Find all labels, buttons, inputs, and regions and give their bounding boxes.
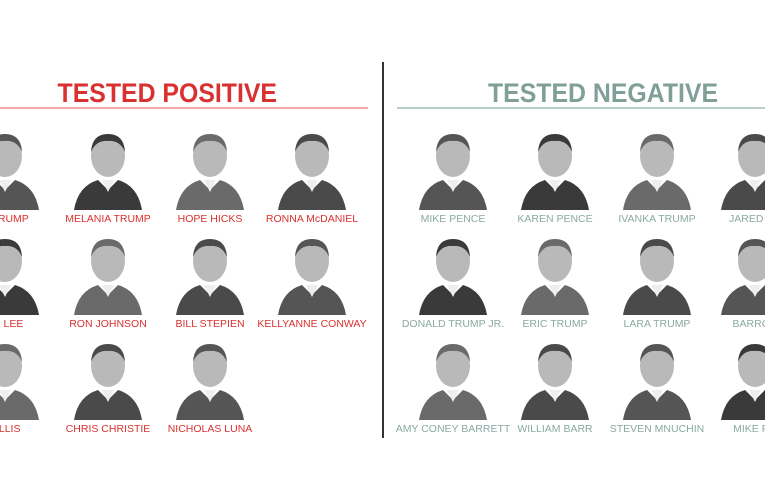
negative-person: IVANKA TRUMP [607, 130, 707, 234]
negative-person: BARRON [705, 235, 765, 339]
negative-person: DONALD TRUMP JR. [402, 235, 504, 339]
portrait-photo [176, 239, 244, 315]
portrait-photo [721, 344, 765, 420]
person-name: BILL STEPIEN [175, 318, 245, 330]
portrait-photo [74, 344, 142, 420]
person-name: MELANIA TRUMP [65, 213, 151, 225]
person-name: BARRON [732, 318, 765, 330]
portrait-photo [0, 344, 39, 420]
portrait-photo [521, 134, 589, 210]
negative-person: WILLIAM BARR [505, 340, 605, 444]
portrait-photo [278, 239, 346, 315]
person-name: MIKE PENCE [420, 213, 486, 225]
portrait-photo [74, 239, 142, 315]
positive-person: NICHOLAS LUNA [160, 340, 260, 444]
person-name: CHRIS CHRISTIE [65, 423, 151, 435]
positive-person: D TRUMP [0, 130, 55, 234]
person-name: ERIC TRUMP [522, 318, 588, 330]
person-name: KAREN PENCE [517, 213, 593, 225]
portrait-photo [721, 134, 765, 210]
person-name: D TRUMP [0, 213, 29, 225]
person-name: RON JOHNSON [69, 318, 147, 330]
negative-person: JARED KU [705, 130, 765, 234]
negative-underline [397, 107, 765, 109]
portrait-photo [521, 344, 589, 420]
person-name: KE LEE [0, 318, 24, 330]
tested-positive-heading: TESTED POSITIVE [57, 78, 278, 108]
positive-person: HOPE HICKS [160, 130, 260, 234]
person-name: JARED KU [729, 213, 765, 225]
positive-person: KE LEE [0, 235, 55, 339]
portrait-photo [419, 134, 487, 210]
negative-person: AMY CONEY BARRETT [396, 340, 510, 444]
person-name: NICHOLAS LUNA [167, 423, 253, 435]
negative-person: STEVEN MNUCHIN [607, 340, 707, 444]
person-name: RONNA McDANIEL [265, 213, 359, 225]
positive-person: RONNA McDANIEL [262, 130, 362, 234]
portrait-photo [623, 134, 691, 210]
person-name: STEVEN MNUCHIN [609, 423, 705, 435]
negative-person: ERIC TRUMP [505, 235, 605, 339]
person-name: KELLYANNE CONWAY [257, 318, 367, 330]
positive-person: TILLIS [0, 340, 55, 444]
tested-negative-heading: TESTED NEGATIVE [488, 78, 719, 108]
portrait-photo [623, 344, 691, 420]
negative-person: LARA TRUMP [607, 235, 707, 339]
positive-person: KELLYANNE CONWAY [257, 235, 367, 339]
person-name: HOPE HICKS [177, 213, 243, 225]
negative-person: MIKE PENCE [403, 130, 503, 234]
column-divider [382, 62, 384, 438]
portrait-photo [419, 239, 487, 315]
portrait-photo [521, 239, 589, 315]
person-name: TILLIS [0, 423, 21, 435]
positive-underline [0, 107, 368, 109]
person-name: DONALD TRUMP JR. [401, 318, 505, 330]
portrait-photo [176, 344, 244, 420]
portrait-photo [74, 134, 142, 210]
portrait-photo [721, 239, 765, 315]
portrait-photo [176, 134, 244, 210]
person-name: IVANKA TRUMP [618, 213, 696, 225]
person-name: WILLIAM BARR [517, 423, 593, 435]
portrait-photo [278, 134, 346, 210]
portrait-photo [419, 344, 487, 420]
portrait-photo [623, 239, 691, 315]
person-name: LARA TRUMP [623, 318, 691, 330]
portrait-photo [0, 239, 39, 315]
positive-person: CHRIS CHRISTIE [58, 340, 158, 444]
person-name: AMY CONEY BARRETT [395, 423, 511, 435]
positive-person: RON JOHNSON [58, 235, 158, 339]
negative-person: MIKE PO [705, 340, 765, 444]
positive-person: MELANIA TRUMP [58, 130, 158, 234]
negative-person: KAREN PENCE [505, 130, 605, 234]
person-name: MIKE PO [733, 423, 765, 435]
portrait-photo [0, 134, 39, 210]
positive-person: BILL STEPIEN [160, 235, 260, 339]
